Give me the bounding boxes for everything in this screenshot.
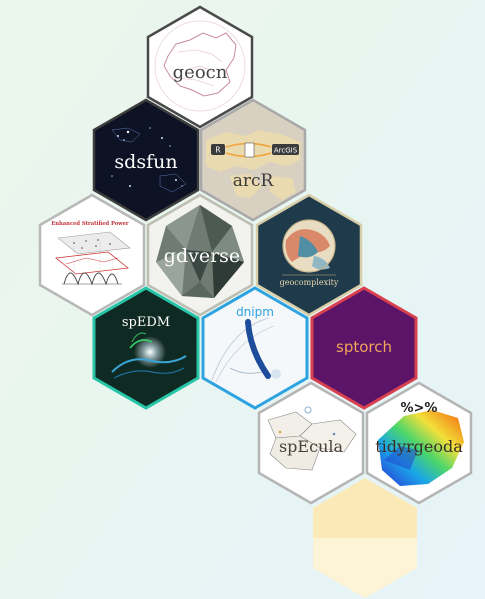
curve-plot-illustration xyxy=(211,317,281,383)
sticker-gdverse[interactable]: gdverse xyxy=(146,193,254,317)
sticker-tidyrgeoda[interactable]: %>% tidyrgeoda xyxy=(365,381,473,505)
rainbow-surface-illustration xyxy=(378,410,464,486)
sticker-specula[interactable]: spEcula xyxy=(257,381,365,505)
stratified-layers-illustration xyxy=(55,231,131,286)
arcgis-badge xyxy=(272,144,299,155)
esp-hex xyxy=(40,195,144,315)
sticker-enhanced-stratified-power[interactable]: Enhanced Stratified Power xyxy=(38,193,146,317)
attractor-illustration xyxy=(111,332,187,379)
dnipm-title: dnipm xyxy=(236,305,274,319)
night-lights-map xyxy=(111,127,187,193)
sticker-arcr[interactable]: R ArcGIS arcR xyxy=(199,98,307,222)
tidyrgeoda-pipe-symbol: %>% xyxy=(401,401,438,416)
geocomplexity-title: geocomplexity xyxy=(280,278,339,287)
sptorch-title: sptorch xyxy=(336,338,392,356)
geocomplexity-border xyxy=(255,193,363,317)
gdverse-title: gdverse xyxy=(164,245,240,267)
spedm-title: spEDM xyxy=(122,315,170,330)
sdsfun-border xyxy=(92,98,200,222)
gdverse-border xyxy=(146,193,254,317)
sticker-spedm[interactable]: spEDM xyxy=(92,286,200,410)
geocn-border xyxy=(146,5,254,129)
esp-border xyxy=(38,193,146,317)
sticker-sptorch[interactable]: sptorch xyxy=(310,286,418,410)
r-badge-label: R xyxy=(215,146,220,155)
china-map-outline xyxy=(154,20,246,112)
sticker-geocomplexity[interactable]: geocomplexity xyxy=(255,193,363,317)
connector-icon xyxy=(244,142,255,158)
spedm-border xyxy=(92,286,200,410)
circular-map-emblem xyxy=(282,219,336,273)
low-poly-gem-illustration xyxy=(156,205,244,298)
sticker-sdsfun[interactable]: sdsfun xyxy=(92,98,200,222)
arcr-title: arcR xyxy=(233,171,275,191)
region-map-illustration xyxy=(267,406,357,471)
r-badge xyxy=(211,144,225,155)
tidyrgeoda-title: tidyrgeoda xyxy=(375,437,463,456)
sdsfun-hex xyxy=(94,100,198,220)
placeholder-hex xyxy=(313,478,417,598)
placeholder-hex-lower xyxy=(313,538,417,598)
dnipm-border xyxy=(201,286,309,410)
sdsfun-title: sdsfun xyxy=(114,151,177,173)
esp-title: Enhanced Stratified Power xyxy=(51,221,129,227)
sptorch-border xyxy=(310,286,418,410)
geocn-hex xyxy=(148,7,252,127)
arcr-border xyxy=(199,98,307,222)
sticker-dnipm[interactable]: dnipm xyxy=(201,286,309,410)
specula-title: spEcula xyxy=(279,437,344,456)
arcgis-badge-label: ArcGIS xyxy=(274,147,298,155)
sptorch-hex xyxy=(312,288,416,408)
geocn-title: geocn xyxy=(173,62,228,83)
specula-border xyxy=(257,381,365,505)
sticker-geocn[interactable]: geocn xyxy=(146,5,254,129)
tidyrgeoda-border xyxy=(365,381,473,505)
